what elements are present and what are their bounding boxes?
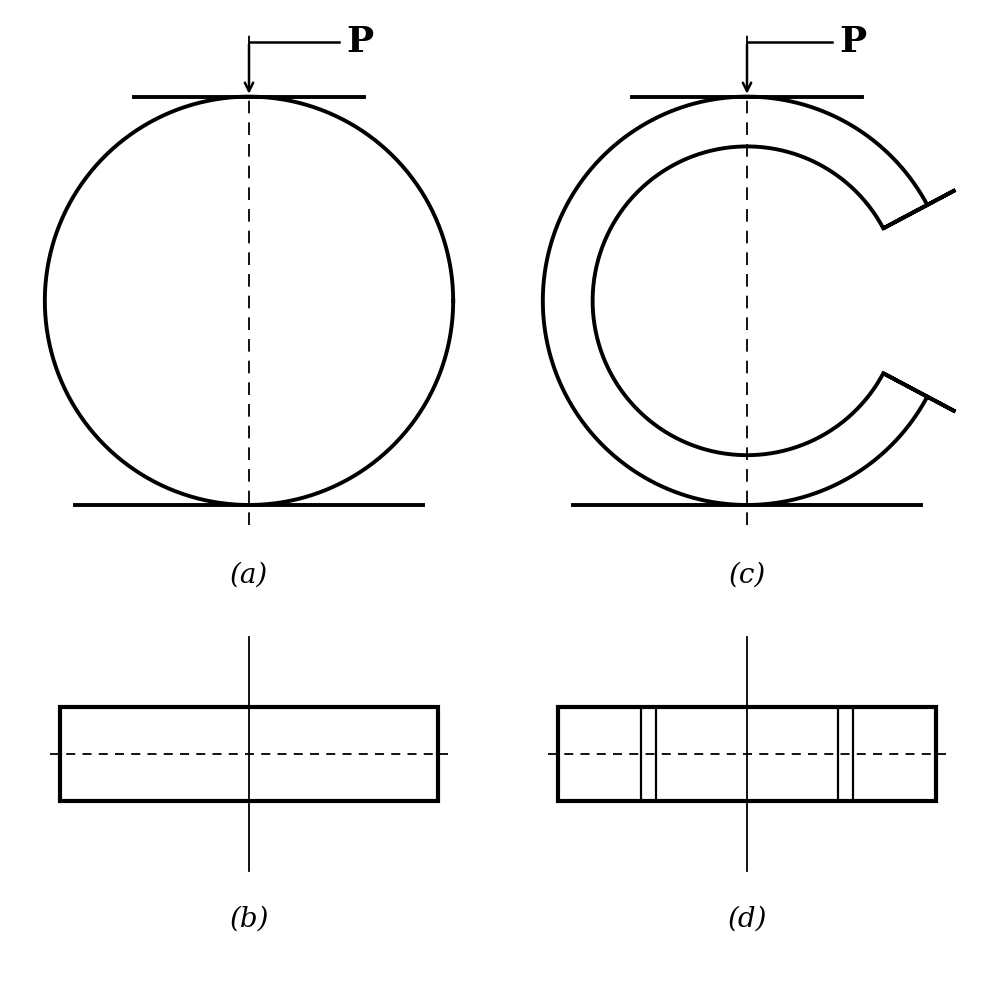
- Text: (c): (c): [728, 561, 766, 588]
- Text: (b): (b): [229, 906, 269, 933]
- Bar: [558, 707, 936, 801]
- Text: (d): (d): [727, 906, 767, 933]
- Text: P: P: [347, 25, 374, 59]
- Text: (a): (a): [230, 561, 268, 588]
- Bar: [60, 707, 438, 801]
- Text: P: P: [840, 25, 867, 59]
